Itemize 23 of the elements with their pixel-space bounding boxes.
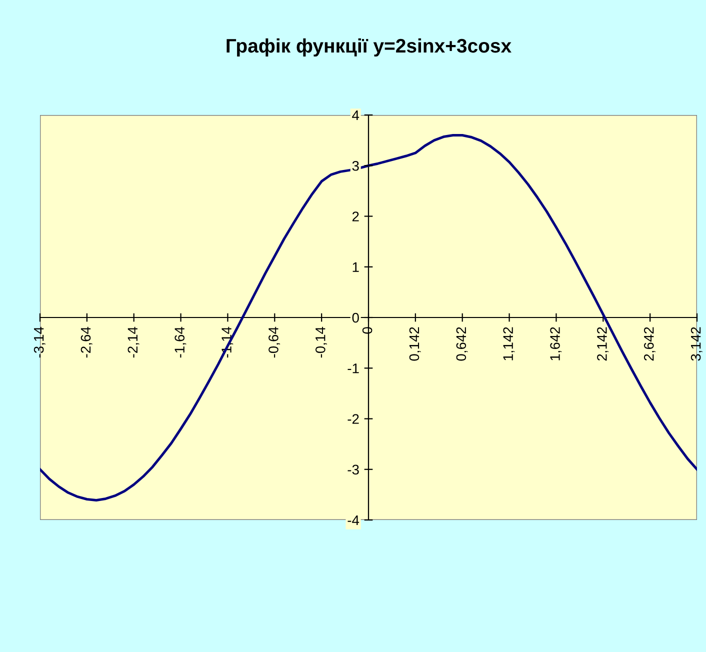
x-tick-label: -2,64 — [80, 326, 92, 358]
x-tick-label: 0,142 — [409, 327, 421, 361]
x-tick-label: 3,142 — [690, 327, 702, 361]
x-tick-label: 2,642 — [644, 327, 656, 361]
y-tick-label: 2 — [352, 212, 359, 222]
x-tick-label: 2,142 — [597, 327, 609, 361]
x-tick-label: -3,14 — [34, 326, 46, 358]
x-tick-label: 1,142 — [503, 327, 515, 360]
y-tick-label: 4 — [352, 110, 360, 120]
y-tick-label: -2 — [348, 414, 359, 424]
chart-title: Графік функції y=2sinx+3cosx — [226, 38, 512, 57]
x-tick-label: -1,64 — [174, 326, 186, 358]
y-tick-label: -4 — [348, 515, 360, 526]
y-tick-label: 3 — [352, 160, 359, 171]
x-tick-label: -2,14 — [128, 326, 140, 358]
y-tick-label: 1 — [352, 262, 359, 272]
y-tick-label: -3 — [348, 464, 359, 475]
x-tick-label: -0,14 — [315, 326, 327, 358]
y-tick-label: 0 — [352, 312, 359, 323]
x-tick-label: -0,64 — [268, 326, 280, 358]
x-tick-label: 0,642 — [456, 327, 468, 361]
y-tick-label: -1 — [348, 364, 359, 374]
x-tick-label: 1,642 — [550, 327, 562, 360]
